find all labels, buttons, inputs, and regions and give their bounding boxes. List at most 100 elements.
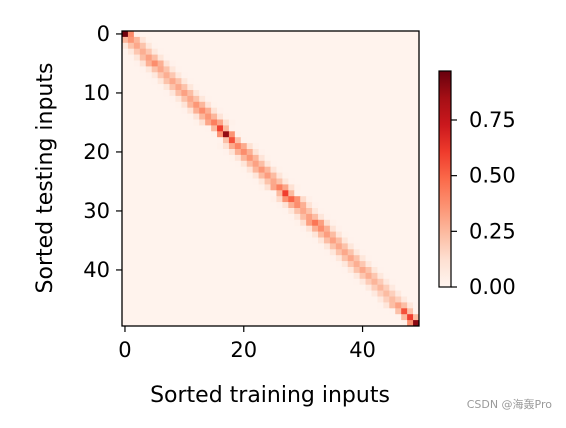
heatmap-cell: [323, 243, 331, 250]
heatmap-cell: [312, 213, 319, 221]
heatmap-cell: [359, 272, 366, 280]
heatmap-cell: [318, 208, 325, 215]
heatmap-cell: [335, 243, 343, 250]
heatmap-cell: [359, 278, 366, 286]
heatmap-cell: [312, 219, 319, 227]
heatmap-cell: [282, 208, 289, 215]
heatmap-cell: [234, 154, 242, 162]
heatmap-cell: [240, 131, 248, 138]
heatmap-cell: [401, 290, 408, 297]
heatmap-cell: [300, 208, 307, 215]
heatmap-cell: [222, 125, 230, 132]
heatmap-cell: [365, 261, 372, 268]
heatmap-cell: [181, 84, 188, 91]
heatmap-cell: [163, 84, 170, 91]
heatmap-cell: [270, 160, 277, 168]
heatmap-cell: [175, 72, 182, 79]
heatmap-cell: [407, 314, 414, 321]
heatmap-cell: [323, 225, 331, 232]
heatmap-cell: [205, 119, 212, 126]
heatmap-cell: [193, 101, 200, 109]
heatmap-cell: [335, 261, 343, 268]
heatmap-cell: [252, 166, 259, 173]
heatmap-cell: [217, 107, 224, 114]
heatmap-cell: [139, 54, 147, 61]
heatmap-cell: [270, 172, 277, 179]
heatmap-cell: [377, 302, 384, 309]
heatmap-cell: [383, 284, 390, 291]
heatmap-cell: [157, 72, 164, 79]
heatmap-cell: [407, 296, 414, 303]
heatmap-cell: [163, 66, 170, 73]
heatmap-cell: [211, 113, 218, 120]
heatmap-cell: [294, 208, 301, 215]
heatmap-cell: [217, 113, 224, 120]
heatmap-cell: [353, 272, 360, 280]
heatmap-cell: [401, 314, 408, 321]
heatmap-cell: [401, 308, 408, 315]
heatmap-cell: [217, 131, 224, 138]
heatmap-cell: [377, 290, 384, 297]
heatmap-cell: [258, 166, 265, 173]
heatmap-cell: [157, 48, 164, 55]
colorbar-tick-label: 0.50: [469, 164, 516, 188]
heatmap-cell: [318, 219, 325, 227]
heatmap-cell: [341, 267, 349, 274]
heatmap-cell: [228, 131, 236, 138]
heatmap-cell: [145, 60, 153, 67]
heatmap-cell: [217, 143, 224, 150]
heatmap-cell: [264, 190, 271, 197]
heatmap-cell: [353, 255, 360, 262]
heatmap-cell: [234, 137, 242, 144]
heatmap-cell: [217, 137, 224, 144]
heatmap-cell: [234, 160, 242, 168]
colorbar-tick-label: 0.75: [469, 108, 516, 132]
heatmap-cell: [389, 308, 396, 315]
x-axis-label: Sorted training inputs: [150, 383, 390, 408]
heatmap-cell: [395, 308, 402, 315]
heatmap-cell: [187, 107, 194, 114]
heatmap-cell: [371, 284, 378, 291]
heatmap-cell: [353, 267, 360, 274]
heatmap-cell: [365, 278, 372, 286]
heatmap-cell: [395, 290, 402, 297]
heatmap-cell: [312, 225, 319, 232]
heatmap-cell: [211, 125, 218, 132]
y-tick-label: 0: [97, 22, 110, 46]
heatmap-cell: [193, 90, 200, 97]
heatmap-cell: [199, 119, 206, 126]
heatmap-cell: [163, 78, 170, 85]
heatmap-cell: [258, 178, 265, 185]
heatmap-cell: [401, 302, 408, 309]
y-tick-label: 10: [83, 81, 110, 105]
heatmap-cell: [395, 296, 402, 303]
heatmap-cell: [139, 60, 147, 67]
heatmap-cell: [389, 296, 396, 303]
heatmap-cell: [133, 48, 141, 55]
heatmap-cell: [300, 219, 307, 227]
heatmap-cell: [228, 149, 236, 156]
colorbar-tick-label: 0.25: [469, 219, 516, 243]
heatmap-cell: [276, 166, 283, 173]
heatmap-cell: [187, 90, 194, 97]
heatmap-cell: [276, 196, 283, 203]
heatmap-cell: [383, 302, 390, 309]
heatmap-cell: [282, 202, 289, 209]
heatmap-cell: [163, 54, 170, 61]
heatmap-cell: [288, 190, 295, 197]
heatmap-cell: [335, 237, 343, 244]
heatmap-cell: [181, 78, 188, 85]
x-tick-label: 40: [349, 338, 376, 362]
heatmap-cell: [359, 284, 366, 291]
heatmap-cell: [306, 196, 313, 203]
heatmap-cell: [222, 149, 230, 156]
x-tick-label: 20: [230, 338, 257, 362]
heatmap-cell: [211, 131, 218, 138]
heatmap-cell: [258, 149, 265, 156]
heatmap-cell: [122, 48, 129, 55]
heatmap-cell: [139, 42, 147, 50]
heatmap-cell: [401, 296, 408, 303]
heatmap-cell: [371, 267, 378, 274]
heatmap-cell: [169, 78, 176, 85]
heatmap-cell: [127, 31, 135, 38]
